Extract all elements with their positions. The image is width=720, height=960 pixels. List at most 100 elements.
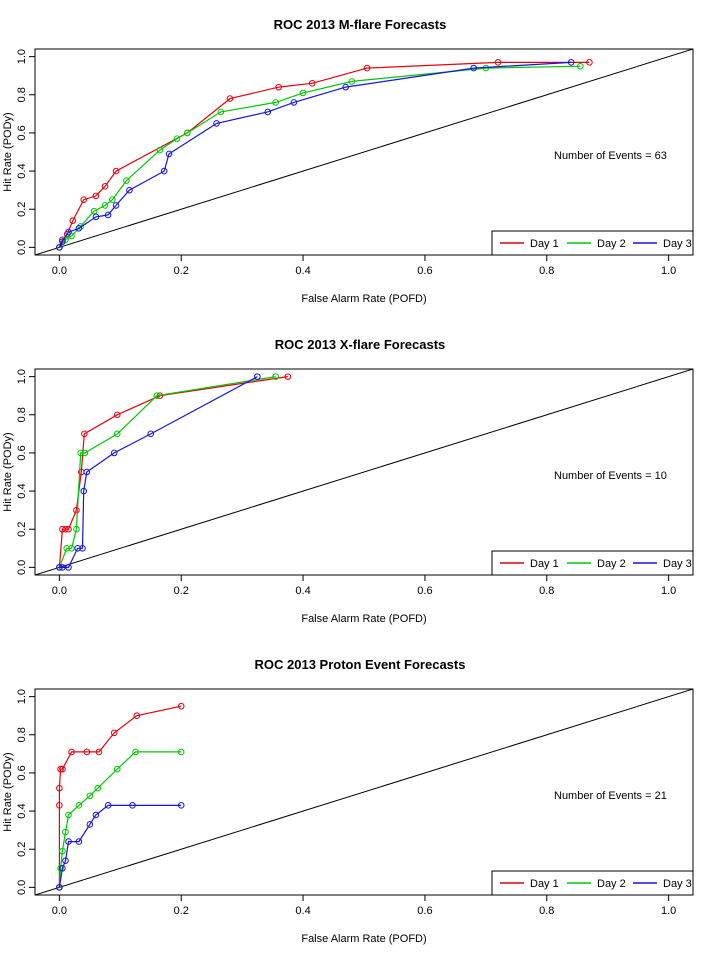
data-point-day-1 [81,430,88,438]
data-point-day-2 [77,449,84,457]
y-tick-label: 0.0 [16,880,28,895]
data-point-day-3 [92,213,100,221]
x-axis-label: False Alarm Rate (POFD) [301,933,426,945]
data-point-day-3 [290,99,298,106]
y-axis-label: Hit Rate (PODy) [2,432,14,511]
data-point-day-1 [92,192,100,200]
y-tick-label: 0.0 [16,560,28,575]
legend-label-day-1: Day 1 [530,878,559,890]
no-skill-diagonal-line [35,689,693,895]
y-tick-label: 0.8 [16,407,28,422]
legend-box [491,870,694,896]
x-tick-label: 1.0 [661,265,676,277]
y-tick-label: 1.0 [16,369,28,384]
data-point-day-2 [81,449,89,457]
data-point-day-2 [173,135,181,142]
data-point-day-1 [586,59,593,66]
data-point-day-2 [177,748,185,756]
x-tick-label: 0.6 [417,585,432,597]
data-point-day-1 [73,506,80,514]
y-tick-label: 0.2 [16,522,28,537]
data-point-day-2 [576,62,584,70]
data-point-day-2 [63,544,70,552]
series-line-day-3 [58,804,182,888]
legend-box [491,230,694,256]
data-point-day-3 [86,821,94,828]
data-point-day-2 [184,129,191,137]
no-skill-diagonal-line [35,49,693,255]
data-point-day-1 [363,64,371,72]
events-count-annotation: Number of Events = 63 [554,150,667,162]
no-skill-diagonal-line [35,369,693,575]
legend-label-day-3: Day 3 [663,558,692,570]
data-point-day-1 [133,712,141,720]
x-tick-label: 0.0 [52,905,67,917]
x-tick-label: 0.2 [174,905,189,917]
data-point-day-1 [226,95,234,102]
data-point-day-2 [153,392,161,400]
data-point-day-1 [177,702,185,710]
y-tick-label: 0.6 [16,765,28,780]
series-line-day-1 [58,705,182,888]
y-tick-label: 1.0 [16,689,28,704]
chart-title: ROC 2013 Proton Event Forecasts [255,657,466,672]
roc-panel-1: ROC 2013 M-flare Forecasts 0.0 0.2 0.4 0.6 0.… [2,17,694,305]
data-point-day-3 [129,802,136,809]
data-point-day-3 [264,108,272,116]
legend-label-day-2: Day 2 [597,878,626,890]
data-point-day-2 [348,78,356,85]
data-point-day-1 [112,167,120,175]
legend: Day 1 Day 2 Day 3 [491,870,694,896]
legend: Day 1 Day 2 Day 3 [491,550,694,576]
data-point-day-3 [56,564,63,571]
x-tick-label: 0.8 [539,905,554,917]
data-point-day-3 [62,857,69,864]
data-point-day-2 [132,748,139,756]
data-point-day-1 [83,748,91,756]
plot-frame [34,368,694,576]
data-point-day-2 [113,430,121,438]
plot-frame [34,688,694,896]
x-tick-label: 0.2 [174,265,189,277]
series-line-day-1 [58,61,590,248]
data-point-day-3 [59,238,66,245]
data-point-day-3 [75,224,83,232]
y-tick-label: 0.6 [16,445,28,460]
data-point-day-2 [86,792,94,800]
data-point-day-1 [284,373,292,380]
roc-panel-2: ROC 2013 X-flare Forecasts 0.0 0.2 0.4 0.6 0.… [2,337,694,625]
y-tick-label: 0.4 [16,803,28,818]
legend-label-day-2: Day 2 [597,238,626,250]
series-line-day-2 [58,751,182,888]
x-tick-label: 0.0 [52,585,67,597]
series-line-day-1 [58,376,288,568]
data-point-day-2 [299,89,307,97]
data-point-day-3 [147,430,155,438]
data-point-day-3 [470,64,477,72]
x-tick-label: 1.0 [661,905,676,917]
x-axis-label: False Alarm Rate (POFD) [301,293,426,305]
data-point-day-2 [94,784,102,792]
plot-frame [34,48,694,256]
data-point-day-3 [342,83,350,91]
y-tick-label: 0.2 [16,842,28,857]
data-point-day-3 [56,884,63,891]
legend-label-day-1: Day 1 [530,558,559,570]
data-point-day-3 [80,487,88,495]
data-point-day-3 [83,468,91,476]
data-point-day-3 [254,373,261,380]
data-point-day-3 [126,186,133,194]
data-point-day-2 [272,99,279,106]
x-tick-label: 1.0 [661,585,676,597]
data-point-day-1 [110,729,118,737]
data-point-day-3 [104,211,112,219]
data-point-day-1 [59,765,66,773]
data-point-day-2 [57,864,64,872]
data-point-day-1 [65,525,72,533]
data-point-day-2 [101,202,109,209]
data-point-day-2 [123,177,130,184]
data-point-day-1 [56,802,63,809]
x-tick-label: 0.8 [539,585,554,597]
y-tick-label: 0.6 [16,125,28,140]
